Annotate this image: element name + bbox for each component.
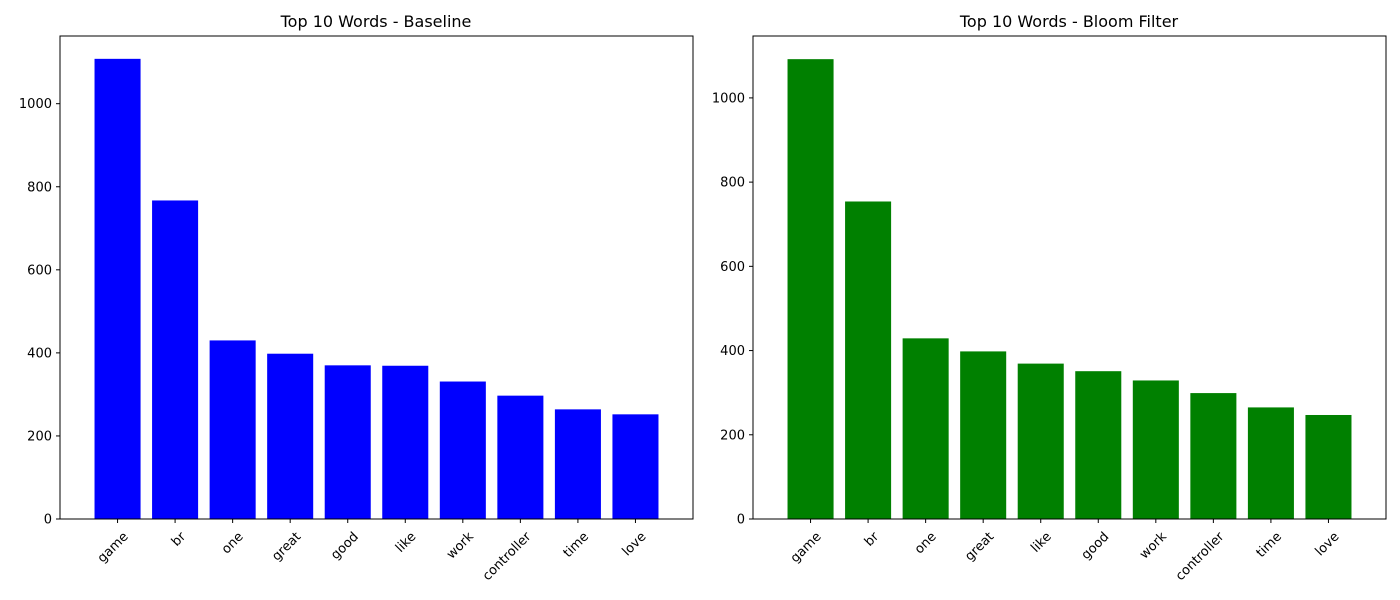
x-tick-label-like: like [1028,529,1054,555]
x-tick-label-controller: controller [480,529,535,584]
bar-br [152,200,199,519]
x-axis: game br one great like good work controller time… [788,519,1343,584]
y-tick-label: 200 [27,429,52,444]
bar-game [94,58,141,520]
x-tick-label-game: game [788,529,825,566]
bar-great [267,353,314,519]
y-tick-label: 0 [737,513,745,528]
chart-title: Top 10 Words - Bloom Filter [959,12,1179,31]
y-axis: 0 200 400 600 800 1000 [712,91,753,528]
chart-title: Top 10 Words - Baseline [280,12,472,31]
x-tick-label-great: great [269,529,304,564]
plot-frame [59,35,694,520]
bar-one [902,338,949,519]
bar-game [787,59,834,519]
y-tick-label: 800 [27,180,52,195]
bar-love [612,414,659,519]
plot-frame [752,35,1387,520]
y-tick-label: 0 [44,513,52,528]
bar-controller [497,395,544,519]
y-tick-label: 400 [27,346,52,361]
x-tick-label-work: work [444,529,477,562]
x-tick-label-game: game [95,529,132,566]
bar-work [439,381,486,519]
bars [94,58,659,520]
bar-good [324,365,371,519]
x-tick-label-love: love [620,529,650,559]
x-tick-label-great: great [962,529,997,564]
bar-like [382,365,429,519]
bar-great [960,351,1007,519]
y-tick-label: 400 [720,344,745,359]
x-tick-label-good: good [1079,529,1113,563]
x-tick-label-controller: controller [1173,529,1228,584]
bars [787,59,1352,520]
y-tick-label: 1000 [19,97,52,112]
bar-controller [1190,393,1237,519]
bloom-filter-chart: Top 10 Words - Bloom Filter 0 200 400 600 80… [712,12,1387,584]
bar-br [845,201,892,520]
x-tick-label-good: good [328,529,362,563]
y-axis: 0 200 400 600 800 1000 [19,97,60,528]
y-tick-label: 800 [720,176,745,191]
x-tick-label-work: work [1137,529,1170,562]
baseline-chart: Top 10 Words - Baseline 0 200 400 600 800 100… [19,12,694,584]
x-axis: game br one great good like work controller time… [95,519,650,584]
bar-one [209,340,256,519]
x-tick-label-love: love [1313,529,1343,559]
bar-like [1017,363,1064,519]
y-tick-label: 1000 [712,91,745,106]
x-tick-label-time: time [561,529,592,560]
x-tick-label-br: br [169,529,190,550]
bar-work [1132,380,1179,519]
y-tick-label: 600 [720,260,745,275]
x-tick-label-time: time [1254,529,1285,560]
y-tick-label: 200 [720,428,745,443]
bar-time [554,409,601,519]
x-tick-label-one: one [912,529,940,557]
bar-time [1247,407,1294,519]
x-tick-label-one: one [219,529,247,557]
y-tick-label: 600 [27,263,52,278]
bar-love [1305,414,1352,519]
x-tick-label-like: like [393,529,419,555]
x-tick-label-br: br [862,529,883,550]
bar-good [1075,371,1122,519]
